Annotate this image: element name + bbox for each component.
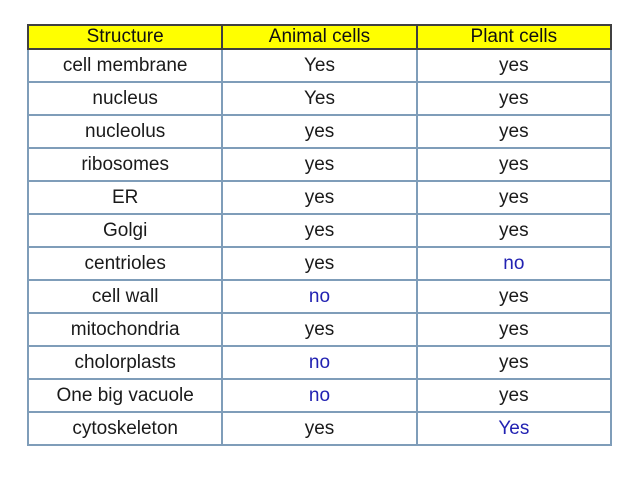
plant-value-cell: yes — [415, 279, 613, 314]
table-row: One big vacuole no yes — [26, 378, 613, 413]
animal-value-cell: no — [221, 345, 418, 380]
table-row: nucleolus yes yes — [26, 114, 613, 149]
plant-value-cell: yes — [415, 180, 613, 215]
animal-value-cell: yes — [221, 180, 418, 215]
cell-comparison-table: Structure Animal cells Plant cells cell … — [26, 24, 613, 446]
header-cell-animal-cells: Animal cells — [221, 24, 418, 50]
plant-value-cell: yes — [415, 81, 613, 116]
table-row: nucleus Yes yes — [26, 81, 613, 116]
header-cell-structure: Structure — [26, 24, 224, 50]
table-body: cell membrane Yes yes nucleus Yes yes nu… — [26, 48, 613, 446]
plant-value-cell: yes — [415, 114, 613, 149]
table-row: mitochondria yes yes — [26, 312, 613, 347]
table-row: Golgi yes yes — [26, 213, 613, 248]
structure-cell: ER — [26, 180, 224, 215]
structure-cell: cell wall — [26, 279, 224, 314]
structure-cell: One big vacuole — [26, 378, 224, 413]
plant-value-cell: yes — [415, 213, 613, 248]
table-row: cell membrane Yes yes — [26, 48, 613, 83]
structure-cell: Golgi — [26, 213, 224, 248]
table-row: ER yes yes — [26, 180, 613, 215]
animal-value-cell: yes — [221, 312, 418, 347]
header-cell-plant-cells: Plant cells — [415, 24, 613, 50]
plant-value-cell: no — [415, 246, 613, 281]
structure-cell: ribosomes — [26, 147, 224, 182]
animal-value-cell: Yes — [221, 48, 418, 83]
animal-value-cell: no — [221, 279, 418, 314]
structure-cell: cholorplasts — [26, 345, 224, 380]
structure-cell: nucleolus — [26, 114, 224, 149]
structure-cell: mitochondria — [26, 312, 224, 347]
plant-value-cell: yes — [415, 345, 613, 380]
animal-value-cell: yes — [221, 213, 418, 248]
table-row: centrioles yes no — [26, 246, 613, 281]
plant-value-cell: Yes — [415, 411, 613, 446]
table-row: cholorplasts no yes — [26, 345, 613, 380]
animal-value-cell: yes — [221, 246, 418, 281]
table-row: cytoskeleton yes Yes — [26, 411, 613, 446]
plant-value-cell: yes — [415, 312, 613, 347]
plant-value-cell: yes — [415, 147, 613, 182]
animal-value-cell: yes — [221, 147, 418, 182]
plant-value-cell: yes — [415, 48, 613, 83]
plant-value-cell: yes — [415, 378, 613, 413]
table-header: Structure Animal cells Plant cells — [26, 24, 613, 50]
animal-value-cell: yes — [221, 411, 418, 446]
structure-cell: cytoskeleton — [26, 411, 224, 446]
header-row: Structure Animal cells Plant cells — [26, 24, 613, 50]
animal-value-cell: yes — [221, 114, 418, 149]
table-row: ribosomes yes yes — [26, 147, 613, 182]
animal-value-cell: Yes — [221, 81, 418, 116]
structure-cell: cell membrane — [26, 48, 224, 83]
structure-cell: nucleus — [26, 81, 224, 116]
table-row: cell wall no yes — [26, 279, 613, 314]
animal-value-cell: no — [221, 378, 418, 413]
structure-cell: centrioles — [26, 246, 224, 281]
